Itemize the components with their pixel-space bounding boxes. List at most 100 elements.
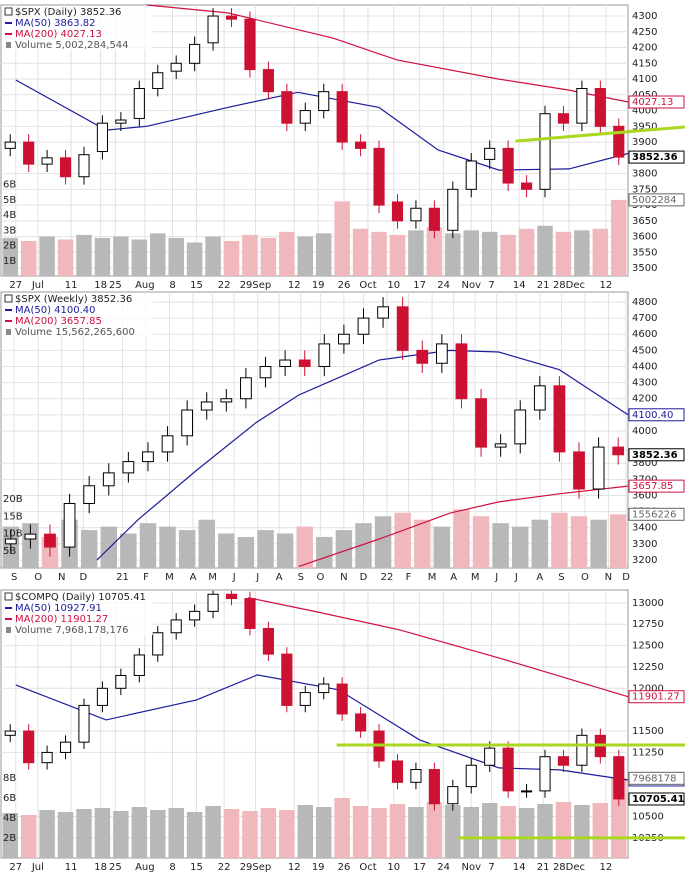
volume-bar bbox=[113, 236, 129, 276]
x-tick-label: 12 bbox=[600, 862, 613, 873]
candle-body bbox=[613, 756, 625, 800]
candle-body bbox=[613, 125, 625, 158]
volume-bar bbox=[537, 804, 553, 858]
candle-body bbox=[181, 409, 194, 437]
legend-swatch bbox=[6, 329, 11, 335]
chart-title: $SPX (Weekly) 3852.36 bbox=[15, 294, 132, 305]
volume-bar bbox=[463, 230, 479, 276]
legend-label: Volume 15,562,265,600 bbox=[15, 327, 135, 338]
y-tick-label: 3550 bbox=[632, 247, 657, 258]
candle-body bbox=[553, 385, 566, 453]
x-tick-label: 29Sep bbox=[240, 280, 272, 291]
legend-label: MA(50) 10927.91 bbox=[15, 603, 102, 614]
volume-tick-label: 6B bbox=[3, 793, 16, 804]
candle-body bbox=[573, 451, 585, 490]
volume-bar bbox=[453, 509, 470, 568]
y-tick-label: 3750 bbox=[632, 184, 657, 195]
x-tick-label: F bbox=[143, 572, 149, 583]
price-tag-box bbox=[628, 771, 685, 785]
price-tag-box bbox=[628, 408, 685, 422]
price-tag-label: 4100.40 bbox=[632, 410, 673, 421]
candle-body bbox=[4, 141, 16, 149]
volume-tick-label: 20B bbox=[3, 494, 23, 505]
x-tick-label: M bbox=[208, 572, 217, 583]
volume-bar bbox=[205, 236, 221, 276]
x-tick-label: 18 bbox=[94, 862, 107, 873]
x-tick-label: M bbox=[165, 572, 174, 583]
x-tick-label: 24 bbox=[437, 862, 450, 873]
y-tick-label: 4200 bbox=[632, 43, 657, 54]
x-tick-label: 24 bbox=[437, 280, 450, 291]
candle-body bbox=[447, 786, 459, 805]
volume-bar bbox=[39, 810, 55, 858]
volume-bar bbox=[242, 234, 258, 276]
candle-body bbox=[410, 769, 422, 783]
candle-body bbox=[318, 91, 330, 112]
volume-bar bbox=[500, 234, 516, 276]
x-tick-label: Nov bbox=[461, 862, 481, 873]
volume-bar bbox=[218, 533, 235, 568]
x-tick-label: 10 bbox=[387, 280, 400, 291]
y-tick-label: 11500 bbox=[632, 726, 664, 737]
volume-bar bbox=[592, 228, 609, 276]
candle-body bbox=[115, 119, 127, 124]
price-tag-box bbox=[628, 507, 685, 521]
candle-body bbox=[59, 741, 72, 753]
candle-body bbox=[576, 734, 588, 766]
y-tick-label: 12500 bbox=[632, 641, 664, 652]
candle-body bbox=[576, 88, 588, 124]
volume-bar bbox=[260, 808, 277, 858]
y-tick-label: 4300 bbox=[632, 11, 657, 22]
x-tick-label: O bbox=[581, 572, 589, 583]
x-tick-label: 7 bbox=[488, 280, 494, 291]
y-tick-label: 4400 bbox=[632, 361, 657, 372]
y-tick-label: 4050 bbox=[632, 90, 657, 101]
candle-body bbox=[44, 533, 56, 548]
y-tick-label: 3200 bbox=[632, 555, 657, 566]
price-tag-box bbox=[628, 690, 685, 704]
volume-bar bbox=[389, 804, 406, 858]
x-tick-label: 25 bbox=[109, 862, 122, 873]
candle-body bbox=[189, 610, 201, 621]
volume-bar bbox=[371, 231, 387, 276]
volume-bar bbox=[481, 803, 498, 858]
x-tick-label: A bbox=[190, 572, 197, 583]
candle-body bbox=[220, 398, 233, 403]
candle-body bbox=[336, 683, 348, 715]
y-tick-label: 13000 bbox=[632, 598, 664, 609]
y-tick-label: 4600 bbox=[632, 329, 657, 340]
x-tick-label: A bbox=[450, 572, 457, 583]
candle-body bbox=[502, 147, 514, 184]
volume-bar bbox=[414, 519, 431, 568]
volume-bar bbox=[159, 526, 176, 568]
x-tick-label: 18 bbox=[94, 280, 107, 291]
x-tick-label: A bbox=[536, 572, 543, 583]
volume-bar bbox=[371, 808, 387, 858]
candle-body bbox=[170, 62, 182, 72]
x-tick-label: 19 bbox=[312, 280, 325, 291]
x-tick-label: Oct bbox=[359, 280, 376, 291]
volume-bar bbox=[316, 536, 333, 568]
x-tick-label: F bbox=[406, 572, 412, 583]
candle-body bbox=[410, 207, 422, 222]
candle-body bbox=[4, 730, 16, 736]
candle-body bbox=[259, 365, 272, 379]
x-tick-label: M bbox=[428, 572, 437, 583]
x-tick-label: 29Sep bbox=[240, 862, 272, 873]
volume-bar bbox=[518, 808, 535, 858]
candle-body bbox=[336, 91, 348, 143]
y-tick-label: 4250 bbox=[632, 27, 657, 38]
volume-bar bbox=[94, 237, 111, 276]
candle-body bbox=[514, 409, 527, 445]
x-tick-label: 14 bbox=[513, 862, 526, 873]
legend-label: Volume 5,002,284,544 bbox=[15, 40, 129, 51]
x-tick-label: S bbox=[558, 572, 564, 583]
candle-body bbox=[318, 683, 330, 694]
volume-bar bbox=[113, 811, 129, 858]
volume-bar bbox=[555, 802, 572, 858]
volume-bar bbox=[279, 810, 295, 858]
y-tick-label: 3600 bbox=[632, 490, 657, 501]
volume-bar bbox=[150, 810, 166, 858]
candle-body bbox=[521, 790, 533, 793]
y-tick-label: 10500 bbox=[632, 812, 664, 823]
